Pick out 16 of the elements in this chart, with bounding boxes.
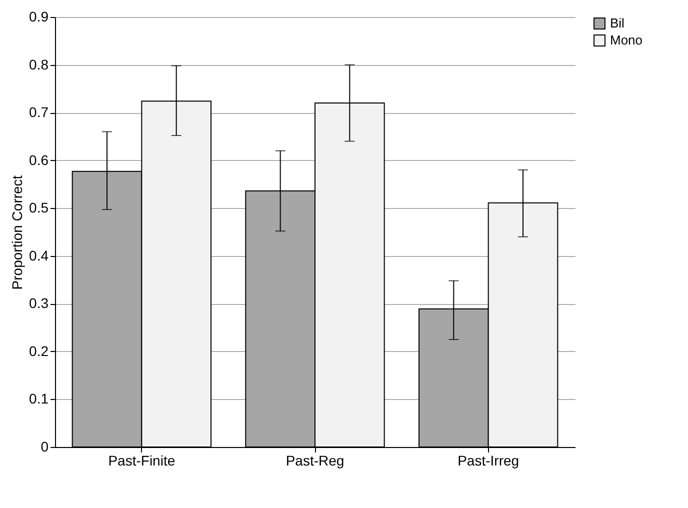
legend-label: Bil xyxy=(610,16,625,30)
y-axis-title: Proportion Correct xyxy=(9,175,26,290)
y-tick-label: 0.7 xyxy=(29,104,49,120)
x-tick-label: Past-Finite xyxy=(108,452,176,468)
y-tick-label: 0.4 xyxy=(29,247,49,264)
legend-label: Mono xyxy=(610,32,643,48)
y-tick-label: 0.2 xyxy=(29,342,49,359)
y-tick-label: 0 xyxy=(40,438,49,454)
x-tick-label: Past-Reg xyxy=(286,452,344,468)
y-tick-label: 0.8 xyxy=(29,56,49,72)
y-tick-label: 0.9 xyxy=(29,8,49,24)
y-tick-label: 0.6 xyxy=(29,152,49,168)
y-tick-label: 0.3 xyxy=(29,295,49,312)
x-tick-label: Past-Irreg xyxy=(458,452,520,468)
y-tick-label: 0.1 xyxy=(29,390,49,407)
y-tick-label: 0.5 xyxy=(29,200,49,216)
